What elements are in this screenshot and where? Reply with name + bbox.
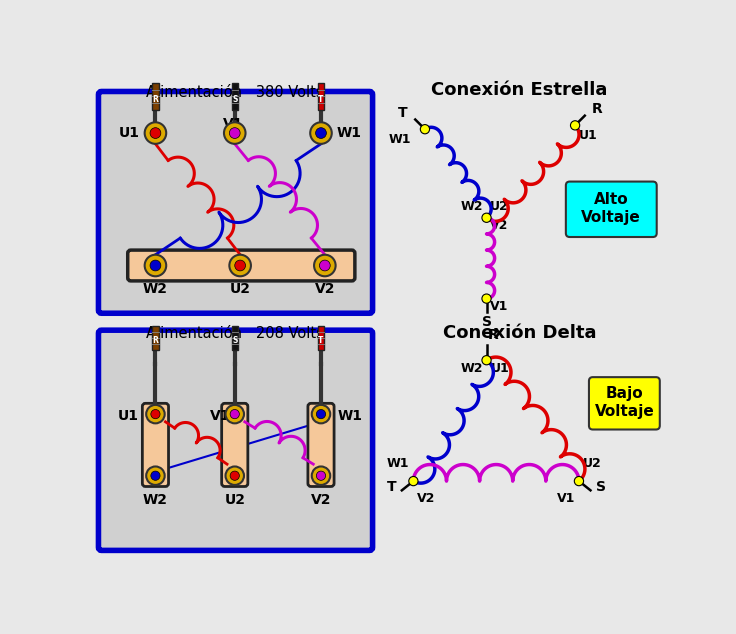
Text: R: R bbox=[152, 94, 158, 104]
FancyBboxPatch shape bbox=[232, 83, 238, 110]
Circle shape bbox=[225, 405, 244, 424]
Circle shape bbox=[145, 122, 166, 144]
Text: U1: U1 bbox=[119, 126, 140, 140]
Text: S: S bbox=[232, 336, 238, 345]
Text: T: T bbox=[318, 94, 324, 104]
Circle shape bbox=[319, 260, 330, 271]
Text: U2: U2 bbox=[489, 200, 509, 213]
Text: U1: U1 bbox=[118, 409, 138, 423]
Circle shape bbox=[482, 213, 491, 223]
Circle shape bbox=[146, 405, 165, 424]
Text: U2: U2 bbox=[230, 282, 251, 297]
Text: V2: V2 bbox=[314, 282, 335, 297]
Text: R: R bbox=[152, 336, 158, 345]
Text: V2: V2 bbox=[417, 492, 436, 505]
Circle shape bbox=[230, 471, 239, 481]
Text: V1: V1 bbox=[490, 300, 509, 313]
Text: Alimentación   208 Volts: Alimentación 208 Volts bbox=[146, 326, 324, 340]
Text: S: S bbox=[232, 94, 238, 104]
Circle shape bbox=[151, 471, 160, 481]
Text: S: S bbox=[596, 481, 606, 495]
Text: Conexión Estrella: Conexión Estrella bbox=[431, 81, 608, 99]
Text: T: T bbox=[387, 481, 397, 495]
Text: U1: U1 bbox=[490, 362, 509, 375]
FancyBboxPatch shape bbox=[589, 377, 659, 429]
Text: Alto
Voltaje: Alto Voltaje bbox=[581, 192, 641, 224]
Text: W1: W1 bbox=[387, 457, 409, 470]
FancyBboxPatch shape bbox=[152, 326, 158, 350]
Text: W1: W1 bbox=[338, 409, 363, 423]
Text: W2: W2 bbox=[460, 362, 483, 375]
Text: Bajo
Voltaje: Bajo Voltaje bbox=[595, 386, 654, 419]
Text: U1: U1 bbox=[579, 129, 598, 142]
Text: V1: V1 bbox=[556, 492, 575, 505]
Circle shape bbox=[151, 410, 160, 418]
FancyBboxPatch shape bbox=[318, 83, 324, 110]
Text: S: S bbox=[481, 314, 492, 329]
Text: T: T bbox=[398, 106, 408, 120]
Text: U2: U2 bbox=[224, 493, 245, 507]
FancyBboxPatch shape bbox=[308, 403, 334, 486]
Circle shape bbox=[230, 410, 239, 418]
Circle shape bbox=[314, 255, 336, 276]
Text: U2: U2 bbox=[583, 457, 601, 470]
FancyBboxPatch shape bbox=[222, 403, 248, 486]
Text: R: R bbox=[488, 328, 499, 342]
Circle shape bbox=[235, 260, 246, 271]
FancyBboxPatch shape bbox=[128, 250, 355, 281]
Circle shape bbox=[310, 122, 332, 144]
Text: V2: V2 bbox=[489, 219, 508, 232]
Circle shape bbox=[230, 127, 240, 138]
Text: Conexión Delta: Conexión Delta bbox=[443, 324, 596, 342]
Text: W2: W2 bbox=[143, 282, 168, 297]
Text: W2: W2 bbox=[143, 493, 168, 507]
Circle shape bbox=[316, 410, 325, 418]
FancyBboxPatch shape bbox=[99, 330, 372, 550]
Circle shape bbox=[482, 356, 491, 365]
FancyBboxPatch shape bbox=[142, 403, 169, 486]
Circle shape bbox=[570, 120, 580, 130]
Circle shape bbox=[230, 255, 251, 276]
FancyBboxPatch shape bbox=[99, 91, 372, 313]
Circle shape bbox=[150, 127, 161, 138]
Text: W2: W2 bbox=[460, 200, 483, 213]
Circle shape bbox=[312, 467, 330, 485]
Text: R: R bbox=[592, 102, 603, 116]
FancyBboxPatch shape bbox=[232, 326, 238, 350]
Circle shape bbox=[225, 467, 244, 485]
Circle shape bbox=[150, 260, 161, 271]
FancyBboxPatch shape bbox=[152, 83, 158, 110]
Text: V1: V1 bbox=[223, 117, 244, 131]
Circle shape bbox=[316, 471, 325, 481]
Circle shape bbox=[420, 125, 430, 134]
FancyBboxPatch shape bbox=[566, 181, 657, 237]
Text: V1: V1 bbox=[210, 409, 231, 423]
Circle shape bbox=[145, 255, 166, 276]
FancyBboxPatch shape bbox=[318, 326, 324, 350]
Circle shape bbox=[408, 477, 418, 486]
Circle shape bbox=[482, 294, 491, 303]
Text: T: T bbox=[318, 336, 324, 345]
Text: V2: V2 bbox=[311, 493, 331, 507]
Circle shape bbox=[146, 467, 165, 485]
Circle shape bbox=[224, 122, 246, 144]
Circle shape bbox=[316, 127, 326, 138]
Circle shape bbox=[574, 477, 584, 486]
Circle shape bbox=[312, 405, 330, 424]
Text: W1: W1 bbox=[389, 133, 411, 146]
Text: Alimentación   380 Volts: Alimentación 380 Volts bbox=[146, 84, 324, 100]
Text: W1: W1 bbox=[336, 126, 361, 140]
